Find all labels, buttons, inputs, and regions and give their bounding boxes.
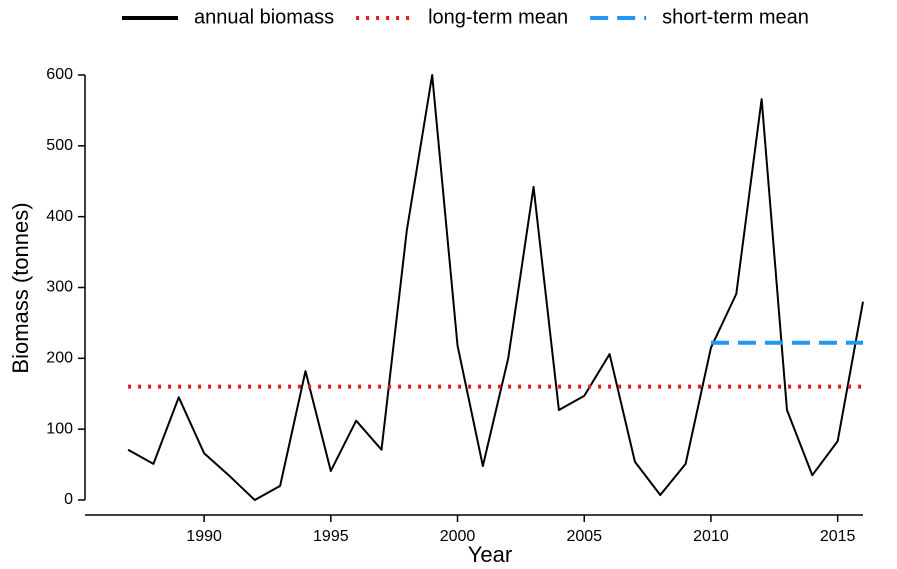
y-tick-label: 500 (46, 137, 73, 154)
legend-label: annual biomass (194, 6, 334, 28)
legend-label: short-term mean (662, 6, 809, 28)
y-tick-label: 200 (46, 350, 73, 367)
y-tick-label: 300 (46, 279, 73, 296)
x-tick-label: 1995 (313, 528, 349, 545)
y-tick-label: 0 (64, 491, 73, 508)
x-tick-label: 2010 (693, 528, 729, 545)
y-tick-label: 100 (46, 420, 73, 437)
y-tick-label: 400 (46, 208, 73, 225)
x-axis-title: Year (468, 542, 512, 567)
series-line (127, 74, 864, 501)
y-axis-title: Biomass (tonnes) (8, 202, 33, 373)
x-tick-label: 2005 (566, 528, 602, 545)
x-tick-label: 1990 (186, 528, 222, 545)
y-tick-label: 600 (46, 66, 73, 83)
x-tick-label: 2015 (820, 528, 856, 545)
legend-label: long-term mean (428, 6, 568, 28)
x-tick-label: 2000 (440, 528, 476, 545)
